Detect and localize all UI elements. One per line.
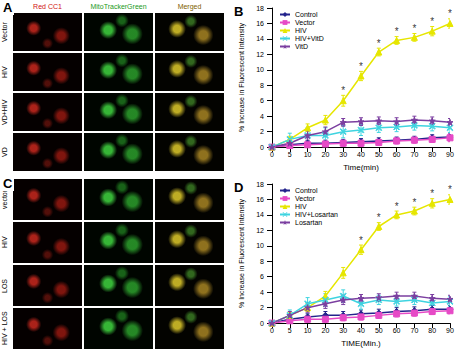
svg-text:D: D (234, 180, 243, 195)
svg-text:50: 50 (375, 327, 383, 334)
svg-text:Vector: Vector (295, 195, 316, 202)
svg-text:16: 16 (256, 20, 264, 27)
svg-text:4: 4 (260, 113, 264, 120)
svg-text:40: 40 (357, 151, 365, 158)
html-text:C: C (3, 176, 13, 191)
svg-text:70: 70 (411, 327, 419, 334)
svg-text:*: * (359, 61, 363, 72)
svg-text:0: 0 (260, 144, 264, 151)
svg-text:*: * (377, 38, 381, 49)
svg-text:*: * (377, 212, 381, 223)
svg-text:*: * (359, 235, 363, 246)
svg-text:8: 8 (260, 82, 264, 89)
html-text:HIV: HIV (1, 66, 8, 78)
html-text:vector: vector (1, 190, 8, 209)
svg-text:*: * (341, 85, 345, 96)
svg-text:6: 6 (260, 273, 264, 280)
svg-text:% Increase in Fluorescent Inte: % Increase in Fluorescent Intensity (238, 23, 246, 132)
svg-text:Losartan: Losartan (295, 219, 322, 226)
svg-text:2: 2 (260, 304, 264, 311)
svg-text:*: * (448, 8, 452, 19)
svg-text:20: 20 (322, 327, 330, 334)
svg-text:*: * (448, 184, 452, 195)
svg-text:HIV+Losartan: HIV+Losartan (295, 211, 338, 218)
svg-text:TIME(Min.): TIME(Min.) (341, 339, 381, 348)
svg-text:10: 10 (304, 327, 312, 334)
svg-text:30: 30 (339, 327, 347, 334)
svg-text:2: 2 (260, 128, 264, 135)
svg-text:40: 40 (357, 327, 365, 334)
svg-text:*: * (430, 188, 434, 199)
svg-text:4: 4 (260, 289, 264, 296)
svg-text:14: 14 (256, 211, 264, 218)
html-text:Vector: Vector (1, 22, 8, 42)
svg-text:10: 10 (304, 151, 312, 158)
svg-text:90: 90 (446, 327, 454, 334)
svg-text:5: 5 (288, 151, 292, 158)
svg-text:80: 80 (428, 327, 436, 334)
svg-text:HIV+VitD: HIV+VitD (295, 35, 324, 42)
html-text:HIV + LOS: HIV + LOS (1, 311, 8, 346)
svg-text:% Increase in Fluorescent Inte: % Increase in Fluorescent Intensity (238, 199, 246, 308)
svg-text:70: 70 (411, 151, 419, 158)
svg-text:18: 18 (256, 5, 264, 12)
html-text:Merged: Merged (177, 3, 202, 10)
svg-text:*: * (412, 197, 416, 208)
svg-text:8: 8 (260, 258, 264, 265)
html-text:HIV: HIV (1, 236, 8, 249)
svg-text:0: 0 (270, 327, 274, 334)
svg-text:5: 5 (288, 327, 292, 334)
svg-text:20: 20 (322, 151, 330, 158)
svg-text:HIV: HIV (295, 27, 307, 34)
svg-text:HIV: HIV (295, 203, 307, 210)
svg-text:6: 6 (260, 97, 264, 104)
svg-text:*: * (395, 26, 399, 37)
svg-text:*: * (412, 23, 416, 34)
svg-text:50: 50 (375, 151, 383, 158)
svg-text:0: 0 (260, 320, 264, 327)
svg-text:*: * (395, 201, 399, 212)
svg-text:*: * (430, 16, 434, 27)
html-text:Red CC1: Red CC1 (33, 3, 62, 10)
svg-text:Time(min): Time(min) (343, 163, 379, 172)
svg-text:B: B (234, 4, 243, 19)
svg-text:VitD: VitD (295, 43, 308, 50)
svg-text:14: 14 (256, 35, 264, 42)
svg-text:12: 12 (256, 51, 264, 58)
svg-text:60: 60 (393, 327, 401, 334)
svg-text:80: 80 (428, 151, 436, 158)
svg-text:Control: Control (295, 11, 318, 18)
html-text:VD+HIV: VD+HIV (1, 99, 8, 125)
svg-text:90: 90 (446, 151, 454, 158)
svg-text:30: 30 (339, 151, 347, 158)
svg-text:Control: Control (295, 187, 318, 194)
html-text:VD: VD (1, 147, 8, 157)
svg-text:10: 10 (256, 66, 264, 73)
svg-text:10: 10 (256, 242, 264, 249)
svg-text:Vector: Vector (295, 19, 316, 26)
svg-text:12: 12 (256, 227, 264, 234)
html-text:MitoTrackerGreen: MitoTrackerGreen (90, 3, 147, 10)
html-text:LOS: LOS (1, 278, 8, 293)
svg-text:0: 0 (270, 151, 274, 158)
svg-text:60: 60 (393, 151, 401, 158)
svg-text:16: 16 (256, 196, 264, 203)
svg-text:18: 18 (256, 181, 264, 188)
html-text:A: A (3, 0, 13, 15)
